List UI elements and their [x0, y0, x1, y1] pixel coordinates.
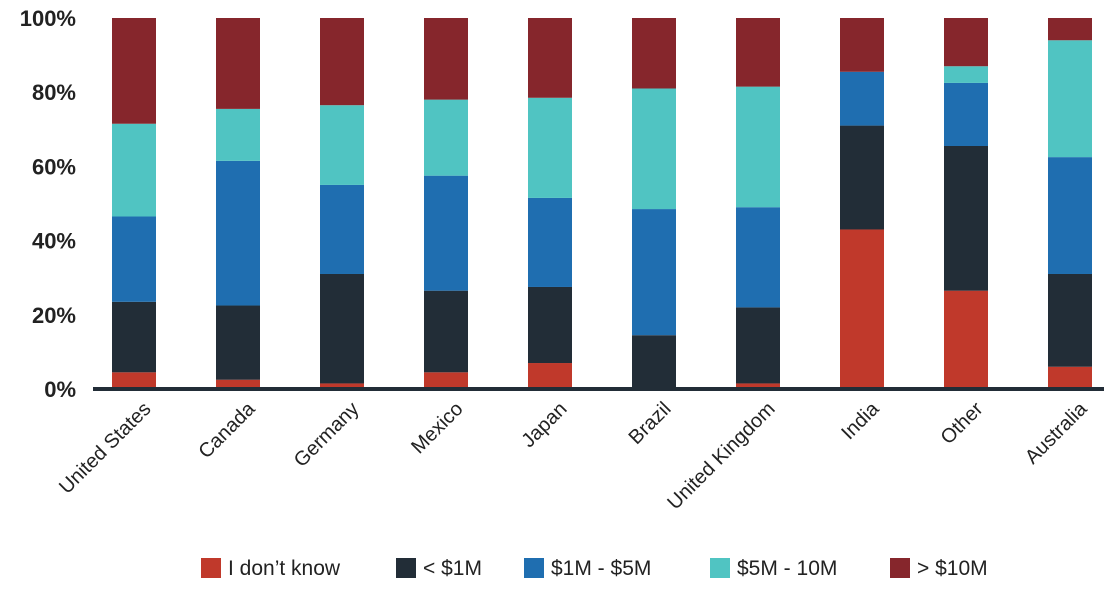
bar-segment	[840, 71, 884, 126]
bar-segment	[320, 105, 364, 185]
bar-segment	[112, 216, 156, 302]
bar-segment	[216, 108, 260, 161]
bar-segment	[840, 18, 884, 72]
legend-swatch	[396, 558, 416, 578]
bar-segment	[1048, 366, 1092, 389]
legend-swatch	[201, 558, 221, 578]
bar-segment	[632, 209, 676, 336]
x-tick-label: Other	[937, 398, 988, 449]
bar-segment	[736, 86, 780, 208]
bar-segment	[736, 207, 780, 308]
y-tick-label: 20%	[32, 303, 76, 328]
legend-label: < $1M	[423, 557, 482, 580]
bar-segment	[944, 18, 988, 67]
bar-segment	[840, 229, 884, 389]
bar-segment	[1048, 18, 1092, 41]
bar-segment	[216, 305, 260, 380]
bar-segment	[944, 82, 988, 146]
bar-segment	[944, 66, 988, 83]
bar-segments	[112, 18, 1092, 389]
bar-segment	[320, 273, 364, 384]
bar-segment	[320, 383, 364, 389]
bar-segment	[424, 372, 468, 389]
bar-segment	[736, 383, 780, 389]
x-tick-label: Germany	[290, 398, 364, 472]
bar-segment	[632, 335, 676, 388]
x-tick-label: United States	[55, 398, 155, 498]
bar-segment	[1048, 273, 1092, 367]
x-axis-tick-labels: United States Canada Germany Mexico Japan Bra…	[55, 397, 1092, 514]
bar-segment	[528, 18, 572, 98]
x-tick-label: Mexico	[407, 398, 467, 458]
bar-segment	[528, 97, 572, 198]
bar-segment	[424, 175, 468, 291]
x-tick-label: Australia	[1021, 397, 1092, 468]
bar-segment	[840, 125, 884, 230]
y-tick-label: 100%	[20, 6, 76, 31]
bar-segment	[216, 18, 260, 109]
bar-segment	[216, 160, 260, 306]
legend-label: $1M - $5M	[551, 557, 651, 580]
bar-segment	[528, 286, 572, 364]
bar-segment	[1048, 157, 1092, 274]
bar-segment	[112, 301, 156, 373]
x-tick-label: Brazil	[625, 398, 676, 449]
y-axis-tick-labels: 0% 20% 40% 60% 80% 100%	[20, 6, 76, 402]
bar-segment	[320, 18, 364, 106]
legend-swatch	[524, 558, 544, 578]
y-tick-label: 40%	[32, 229, 76, 254]
bar-segment	[528, 197, 572, 287]
y-tick-label: 80%	[32, 80, 76, 105]
bar-segment	[632, 18, 676, 89]
bar-segment	[736, 18, 780, 87]
bar-segment	[424, 290, 468, 373]
bar-segment	[736, 307, 780, 384]
x-tick-label: Canada	[194, 397, 260, 463]
bar-segment	[216, 379, 260, 389]
bar-segment	[112, 123, 156, 217]
bar-segment	[944, 145, 988, 291]
y-tick-label: 60%	[32, 154, 76, 179]
bar-segment	[944, 290, 988, 389]
bar-segment	[112, 372, 156, 389]
legend-swatch	[890, 558, 910, 578]
x-tick-label: United Kingdom	[663, 398, 779, 514]
bar-segment	[1048, 40, 1092, 158]
bar-segment	[424, 99, 468, 176]
x-tick-label: Japan	[517, 398, 571, 452]
x-tick-label: India	[837, 397, 884, 444]
legend-label: > $10M	[917, 557, 988, 580]
legend-label: I don’t know	[228, 557, 341, 580]
legend-swatch	[710, 558, 730, 578]
bar-segment	[320, 184, 364, 274]
bar-segment	[528, 363, 572, 389]
legend-label: $5M - 10M	[737, 557, 837, 580]
bar-segment	[112, 18, 156, 124]
legend: I don’t know < $1M $1M - $5M $5M - 10M > $10…	[201, 557, 988, 580]
y-tick-label: 0%	[44, 377, 76, 402]
bar-segment	[424, 18, 468, 100]
bar-segment	[632, 88, 676, 210]
